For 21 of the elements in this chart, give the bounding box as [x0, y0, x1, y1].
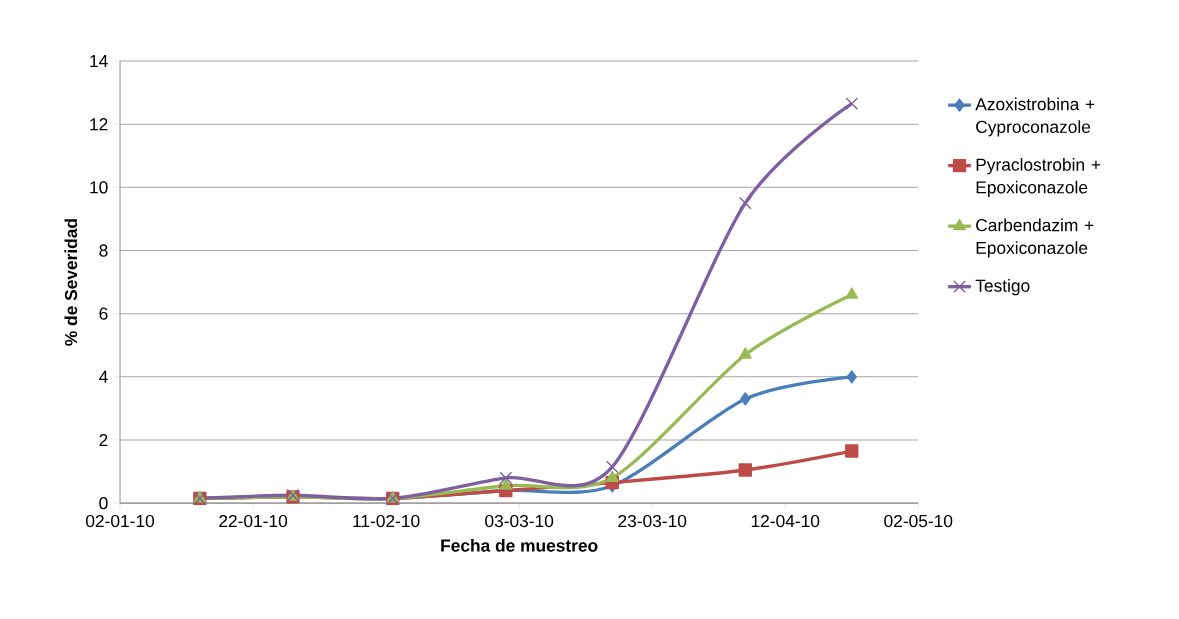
- x-tick-label: 02-05-10: [884, 514, 953, 528]
- legend-label: Pyraclostrobin + Epoxiconazole: [976, 158, 1101, 197]
- y-tick-label: 2: [99, 434, 108, 447]
- x-tick-label: 11-02-10: [353, 514, 420, 528]
- x-tick-label: 02-01-10: [86, 514, 155, 528]
- x-axis-title: Fecha de muestreo: [441, 539, 598, 552]
- x-tick-label: 23-03-10: [618, 514, 687, 528]
- y-tick-label: 6: [99, 307, 108, 320]
- legend-label: Carbendazim + Epoxiconazole: [976, 218, 1094, 258]
- y-tick-label: 8: [99, 244, 108, 257]
- x-tick-label: 03-03-10: [485, 514, 554, 528]
- y-tick-label: 4: [99, 370, 108, 383]
- legend-label: Azoxistrobina + Cyproconazole: [975, 97, 1095, 137]
- y-tick-label: 0: [99, 497, 108, 510]
- y-tick-label: 10: [90, 181, 108, 194]
- y-axis-title: % de Severidad: [64, 219, 78, 346]
- x-tick-label: 22-01-10: [219, 514, 288, 528]
- x-tick-label: 12-04-10: [751, 514, 820, 528]
- y-tick-label: 14: [90, 55, 108, 68]
- legend-label: Testigo: [975, 279, 1030, 296]
- y-tick-label: 12: [90, 118, 108, 131]
